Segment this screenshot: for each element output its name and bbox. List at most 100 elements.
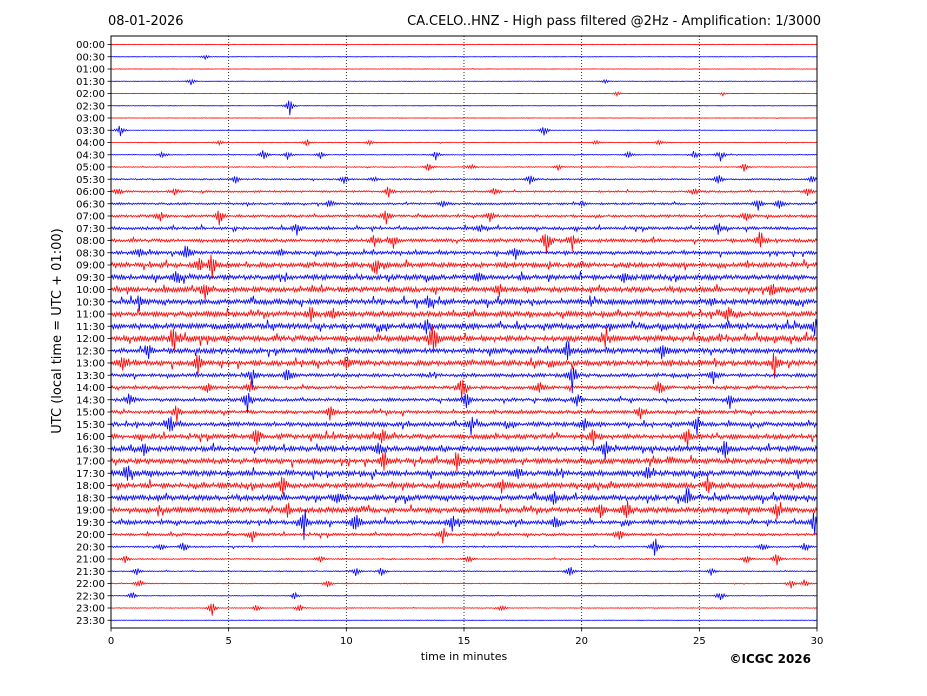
trace-0700 — [110, 210, 818, 226]
ytick-label: 23:30 — [76, 616, 105, 627]
ytick-label: 04:30 — [76, 150, 105, 161]
ytick-label: 07:00 — [76, 212, 105, 223]
ytick-label: 05:00 — [76, 163, 105, 174]
ytick-label: 19:30 — [76, 518, 105, 529]
trace-1700 — [110, 451, 818, 471]
trace-0030 — [110, 54, 818, 61]
trace-1430 — [110, 392, 818, 413]
trace-0500 — [110, 163, 818, 172]
ytick-label: 22:30 — [76, 591, 105, 602]
xtick-label: 20 — [575, 636, 588, 647]
ytick-label: 12:30 — [76, 346, 105, 357]
ytick-label: 11:30 — [76, 322, 105, 333]
ytick-label: 01:00 — [76, 65, 105, 76]
y-axis-label: UTC (local time = UTC + 01:00) — [50, 228, 65, 433]
ytick-label: 15:30 — [76, 420, 105, 431]
ytick-label: 10:00 — [76, 285, 105, 296]
trace-0400 — [110, 139, 818, 147]
xtick-label: 15 — [458, 636, 471, 647]
trace-1530 — [110, 416, 818, 436]
trace-1300 — [110, 352, 818, 379]
trace-0000 — [110, 43, 818, 46]
ytick-label: 20:00 — [76, 530, 105, 541]
ytick-label: 21:00 — [76, 555, 105, 566]
ytick-label: 00:00 — [76, 40, 105, 51]
trace-1500 — [110, 405, 818, 423]
trace-1800 — [110, 474, 818, 495]
date-label: 08-01-2026 — [108, 14, 184, 29]
ytick-label: 06:00 — [76, 187, 105, 198]
ytick-label: 20:30 — [76, 542, 105, 553]
trace-1600 — [110, 429, 818, 449]
ytick-label: 02:00 — [76, 89, 105, 100]
x-axis-label: time in minutes — [421, 650, 508, 663]
ytick-label: 01:30 — [76, 77, 105, 88]
trace-0630 — [110, 200, 818, 211]
ytick-label: 18:30 — [76, 493, 105, 504]
trace-1330 — [110, 367, 818, 394]
trace-2130 — [110, 566, 818, 577]
ytick-label: 09:00 — [76, 261, 105, 272]
trace-2100 — [110, 554, 818, 566]
ytick-label: 09:30 — [76, 273, 105, 284]
trace-1130 — [110, 318, 818, 337]
trace-1200 — [110, 325, 818, 352]
ytick-label: 08:00 — [76, 236, 105, 247]
ytick-label: 14:00 — [76, 383, 105, 394]
trace-0230 — [110, 100, 818, 116]
ytick-label: 21:30 — [76, 567, 105, 578]
xtick-label: 5 — [225, 636, 231, 647]
ytick-label: 23:00 — [76, 604, 105, 615]
trace-0330 — [110, 125, 818, 137]
xtick-label: 25 — [693, 636, 706, 647]
ytick-label: 05:30 — [76, 175, 105, 186]
trace-0600 — [110, 186, 818, 198]
ytick-label: 18:00 — [76, 481, 105, 492]
trace-1730 — [110, 465, 818, 481]
ytick-label: 13:30 — [76, 371, 105, 382]
trace-1630 — [110, 440, 818, 460]
ytick-label: 17:00 — [76, 457, 105, 468]
ytick-label: 22:00 — [76, 579, 105, 590]
trace-1400 — [110, 379, 818, 399]
trace-1000 — [110, 283, 818, 301]
trace-0730 — [110, 223, 818, 236]
xtick-label: 30 — [811, 636, 824, 647]
trace-1030 — [110, 295, 818, 312]
ytick-label: 10:30 — [76, 297, 105, 308]
xtick-label: 10 — [340, 636, 353, 647]
ytick-label: 03:00 — [76, 114, 105, 125]
ytick-label: 19:00 — [76, 506, 105, 517]
trace-0430 — [110, 150, 818, 162]
trace-0830 — [110, 245, 818, 260]
x-axis-ticks: 0 5 10 15 20 25 30 — [108, 628, 824, 647]
ytick-label: 12:00 — [76, 334, 105, 345]
trace-0930 — [110, 271, 818, 284]
trace-0530 — [110, 175, 818, 185]
trace-2330 — [110, 619, 818, 622]
ytick-label: 16:00 — [76, 432, 105, 443]
trace-0100 — [110, 68, 818, 70]
ytick-label: 16:30 — [76, 444, 105, 455]
ytick-label: 13:00 — [76, 359, 105, 370]
trace-0300 — [110, 117, 818, 119]
plot-frame — [110, 35, 818, 629]
trace-1100 — [110, 306, 818, 323]
trace-1930 — [110, 508, 818, 540]
plot-title: CA.CELO..HNZ - High pass filtered @2Hz -… — [407, 14, 821, 29]
trace-2000 — [110, 527, 818, 544]
trace-1900 — [110, 500, 818, 520]
trace-0200 — [110, 91, 818, 97]
ytick-label: 00:30 — [76, 52, 105, 63]
trace-0800 — [110, 231, 818, 255]
ytick-label: 17:30 — [76, 469, 105, 480]
seismic-traces — [110, 43, 818, 622]
copyright-label: ©ICGC 2026 — [729, 652, 811, 666]
trace-2230 — [110, 591, 818, 600]
ytick-label: 06:30 — [76, 199, 105, 210]
trace-0900 — [110, 254, 818, 280]
